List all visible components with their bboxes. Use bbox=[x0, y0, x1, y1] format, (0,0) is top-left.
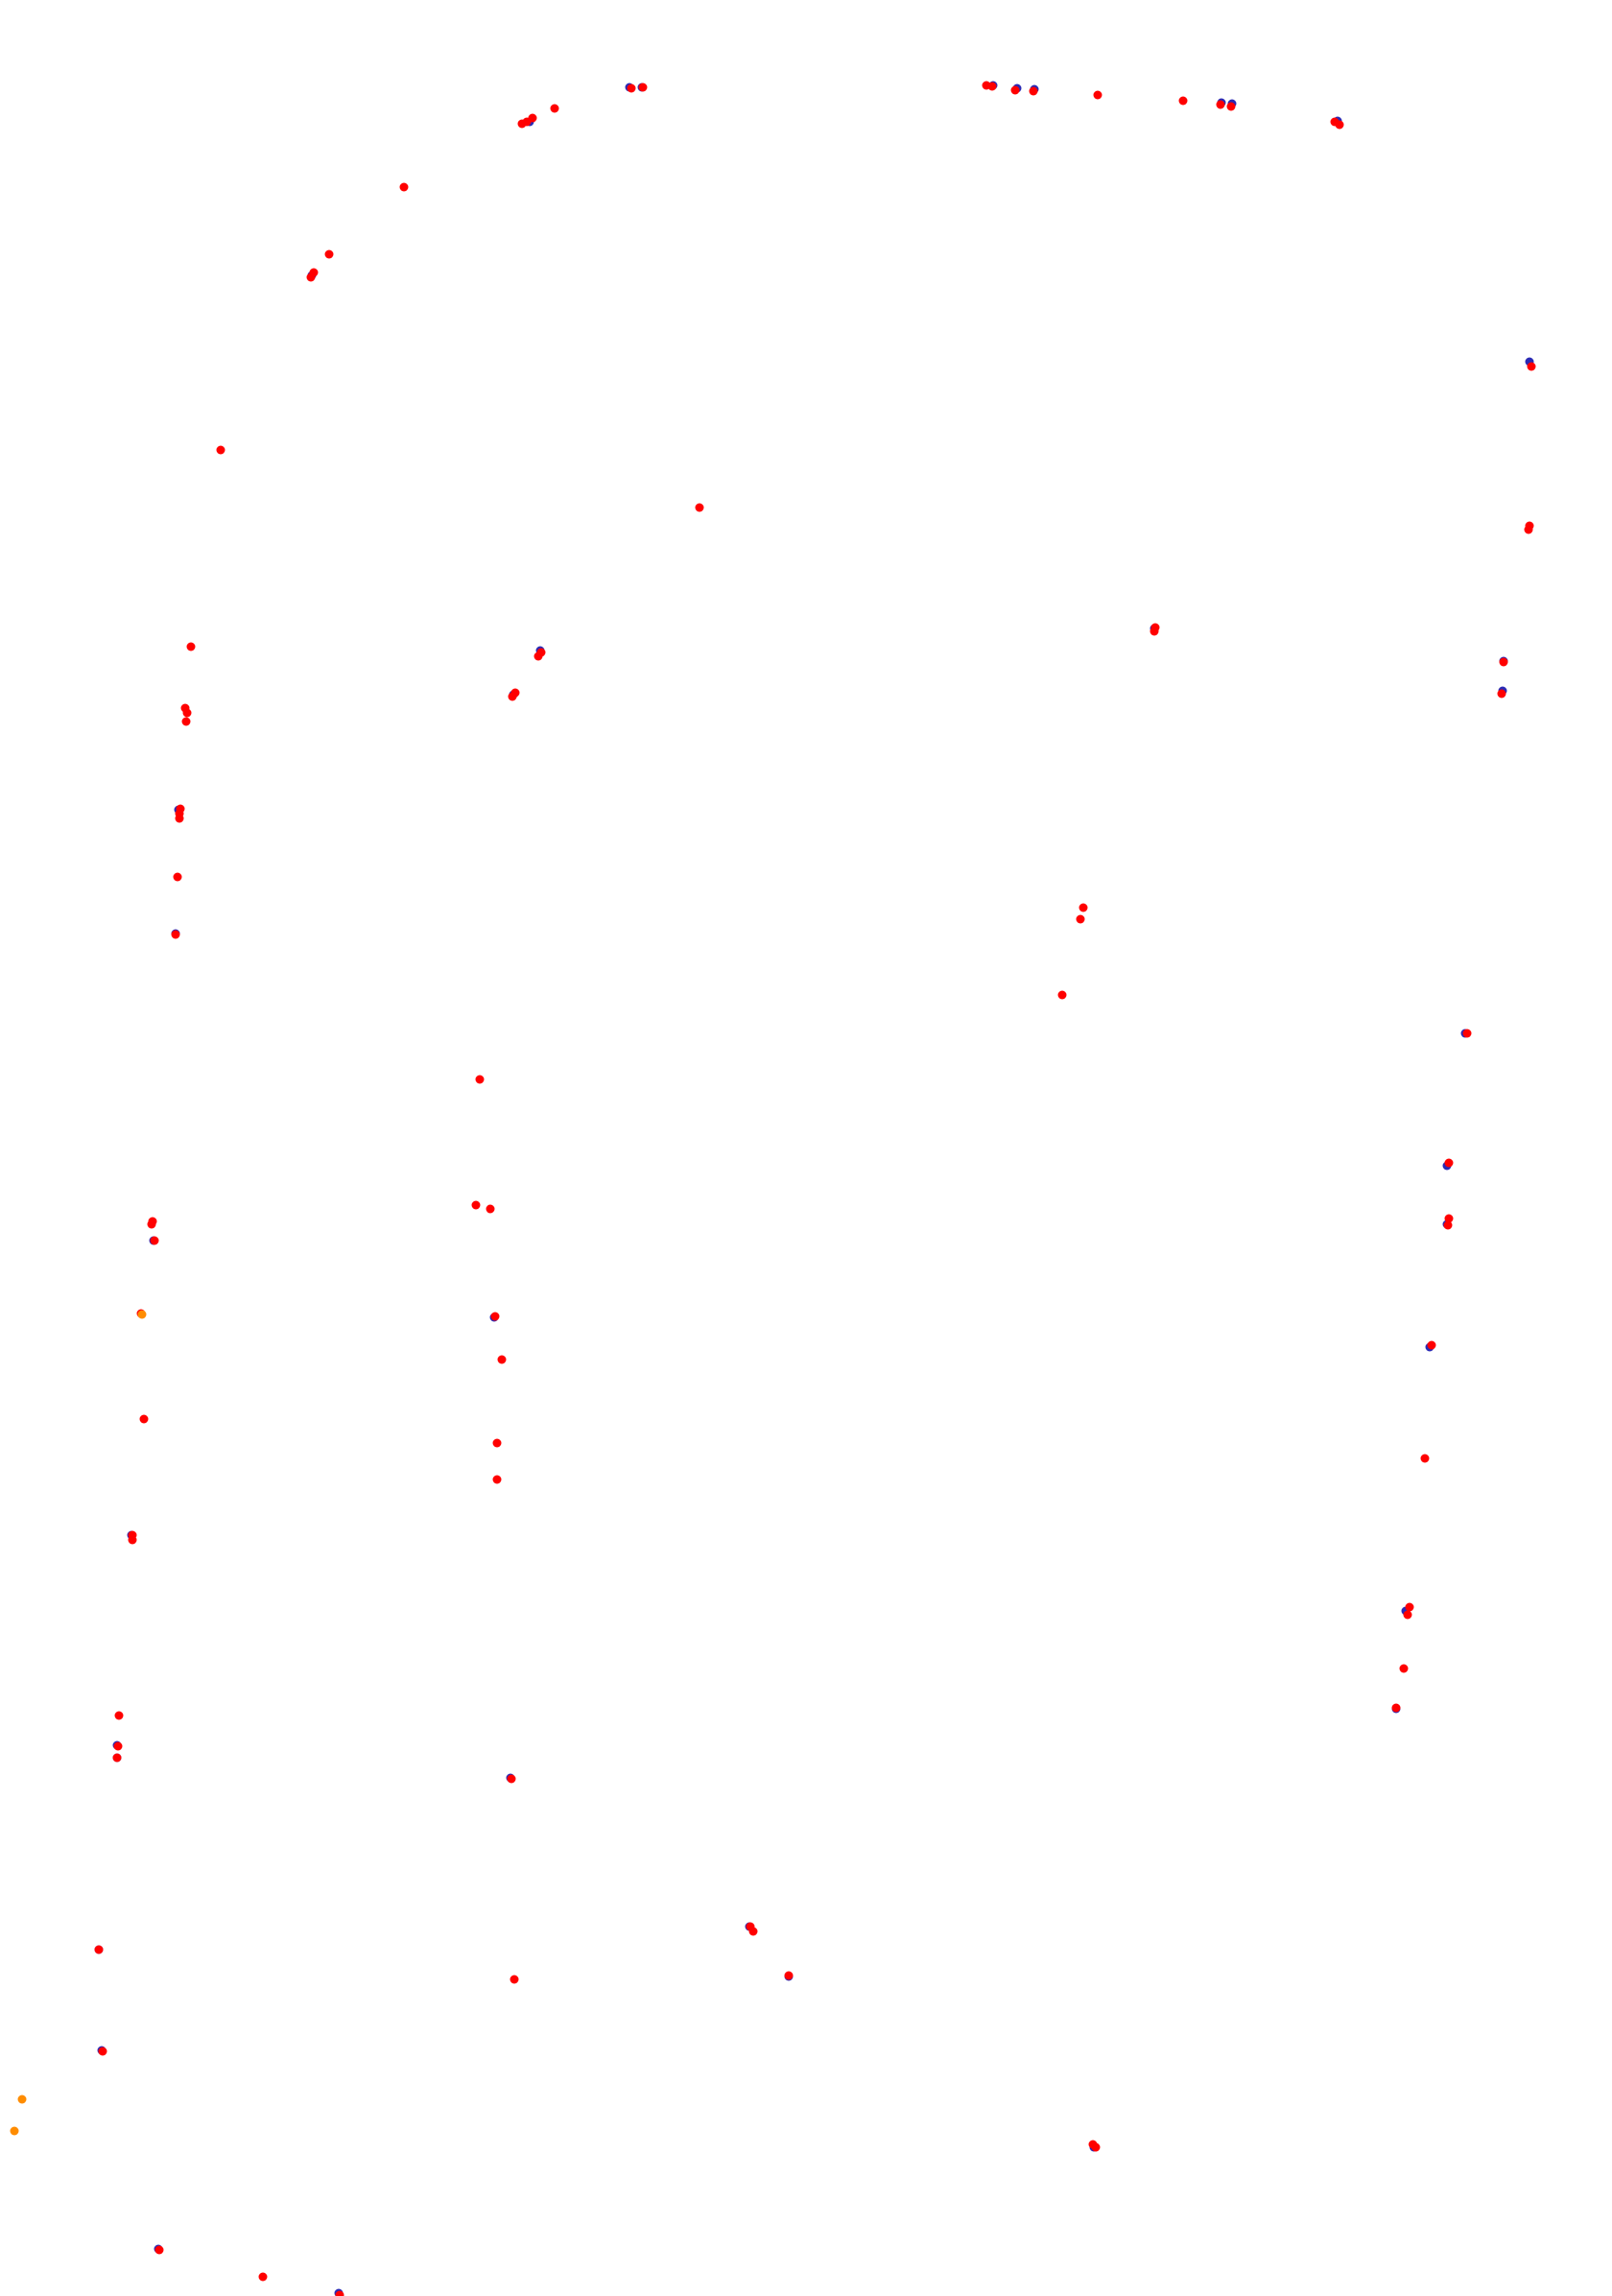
scatter-point-s1-71 bbox=[550, 104, 559, 113]
scatter-point-s1-65 bbox=[309, 268, 319, 277]
scatter-point-s1-66 bbox=[324, 249, 334, 259]
scatter-point-s1-12 bbox=[112, 1753, 122, 1763]
scatter-point-s1-20 bbox=[128, 1530, 137, 1540]
scatter-point-s1-8 bbox=[510, 1975, 519, 1984]
scatter-point-s1-16 bbox=[1399, 1664, 1409, 1673]
scatter-point-s1-17 bbox=[1403, 1610, 1412, 1620]
scatter-point-s1-10 bbox=[746, 1922, 755, 1931]
scatter-point-s1-29 bbox=[150, 1236, 159, 1245]
scatter-point-s1-1 bbox=[258, 2272, 268, 2282]
scatter-point-s1-63 bbox=[216, 445, 225, 455]
scatter-point-s1-31 bbox=[148, 1217, 157, 1226]
scatter-point-s1-50 bbox=[510, 688, 520, 698]
scatter-point-s1-75 bbox=[987, 82, 997, 91]
scatter-point-s1-24 bbox=[139, 1414, 149, 1424]
scatter-point-s1-26 bbox=[1427, 1340, 1436, 1350]
scatter-point-s1-45 bbox=[181, 717, 191, 726]
scatter-point-s1-57 bbox=[1497, 689, 1506, 698]
scatter-point-s1-81 bbox=[1226, 102, 1236, 111]
scatter-point-s1-11 bbox=[507, 1774, 516, 1784]
scatter-point-s1-4 bbox=[1088, 2140, 1098, 2149]
scatter-point-s1-58 bbox=[1499, 657, 1508, 667]
scatter-point-s1-35 bbox=[486, 1204, 495, 1214]
scatter-point-s1-22 bbox=[492, 1475, 502, 1484]
scatter-point-s1-44 bbox=[176, 804, 185, 814]
scatter-point-s2-1 bbox=[17, 2095, 27, 2104]
scatter-point-s1-78 bbox=[1093, 90, 1102, 100]
scatter-point-s1-18 bbox=[1405, 1602, 1414, 1612]
scatter-point-s1-15 bbox=[1391, 1703, 1401, 1713]
scatter-point-s1-54 bbox=[1079, 903, 1088, 912]
scatter-marks bbox=[10, 81, 1536, 2296]
scatter-point-s1-80 bbox=[1216, 100, 1225, 109]
scatter-point-s1-47 bbox=[182, 708, 192, 718]
scatter-point-s1-76 bbox=[1010, 85, 1020, 95]
scatter-point-s1-21 bbox=[1420, 1454, 1430, 1463]
scatter-point-s1-60 bbox=[1525, 521, 1534, 531]
scatter-point-s2-2 bbox=[137, 1310, 147, 1319]
scatter-point-s1-73 bbox=[638, 83, 648, 92]
scatter-point-s1-36 bbox=[1444, 1158, 1454, 1168]
scatter-point-s2-0 bbox=[10, 2126, 19, 2136]
scatter-point-s1-41 bbox=[173, 872, 182, 882]
scatter-point-s1-61 bbox=[695, 503, 704, 512]
scatter-point-s1-67 bbox=[399, 182, 409, 192]
scatter-point-s1-40 bbox=[171, 930, 180, 939]
scatter-point-s1-32 bbox=[1443, 1220, 1453, 1230]
scatter-point-s1-79 bbox=[1178, 96, 1188, 106]
scatter-point-s1-56 bbox=[1150, 623, 1160, 632]
scatter-point-s1-72 bbox=[627, 83, 636, 93]
scatter-point-s1-33 bbox=[1444, 1214, 1454, 1223]
scatter-point-s1-0 bbox=[335, 2290, 344, 2296]
scatter-point-s1-13 bbox=[113, 1741, 123, 1751]
scatter-point-s1-34 bbox=[471, 1200, 481, 1210]
scatter-point-s1-70 bbox=[528, 113, 537, 123]
scatter-point-s1-38 bbox=[1462, 1029, 1472, 1038]
scatter-point-s1-37 bbox=[475, 1075, 485, 1084]
scatter-point-s1-25 bbox=[497, 1355, 507, 1364]
scatter-point-s1-39 bbox=[1057, 990, 1067, 1000]
scatter-point-s1-53 bbox=[1076, 914, 1085, 924]
scatter-point-s1-2 bbox=[154, 2245, 164, 2255]
scatter-point-s1-5 bbox=[98, 2047, 107, 2056]
scatter-point-s1-77 bbox=[1029, 86, 1038, 96]
scatter-point-s1-28 bbox=[490, 1312, 500, 1321]
scatter-point-s1-23 bbox=[492, 1438, 502, 1448]
scatter-point-s1-48 bbox=[186, 642, 196, 651]
scatter-point-s1-7 bbox=[784, 1971, 794, 1980]
scatter-point-s1-6 bbox=[94, 1945, 104, 1954]
scatter-point-s1-62 bbox=[1527, 362, 1536, 371]
scatter-point-s1-52 bbox=[536, 648, 546, 657]
scatter-point-s1-83 bbox=[1335, 120, 1344, 130]
scatter-point-s1-14 bbox=[114, 1711, 124, 1720]
